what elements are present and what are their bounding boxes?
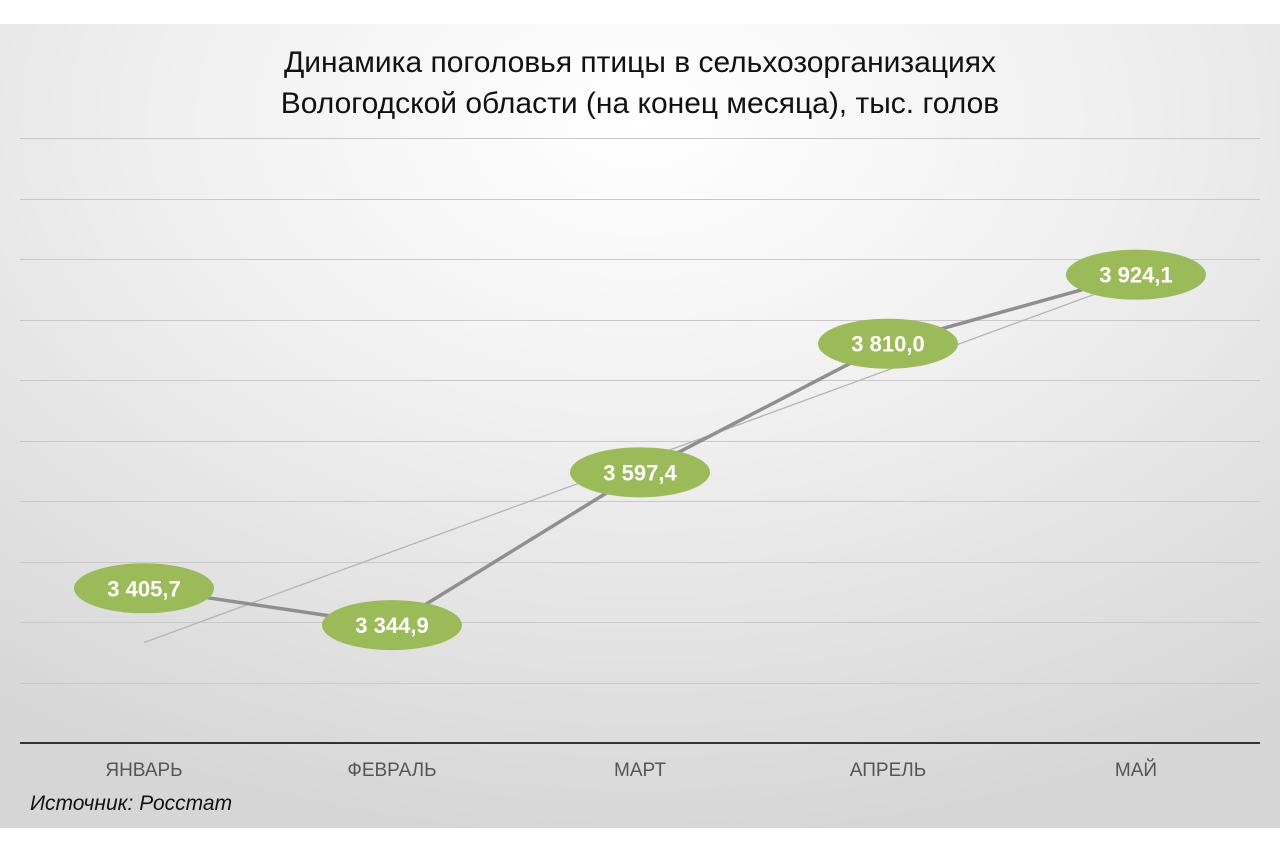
data-label: 3 344,9 (355, 613, 428, 638)
x-tick-label: АПРЕЛЬ (850, 760, 926, 781)
gridlines (20, 138, 1260, 684)
data-label: 3 810,0 (851, 332, 924, 357)
data-point-label-bg (74, 563, 214, 614)
data-point-label-bg (570, 447, 710, 498)
data-point-label-bg (818, 318, 958, 369)
x-tick-label: МАЙ (1115, 759, 1157, 781)
data-point-label-bg (1066, 249, 1206, 300)
data-labels: 3 405,7 3 344,9 3 597,4 3 810,0 3 924,1 (74, 249, 1206, 651)
chart-subtitle: Вологодской области (на конец месяца), т… (280, 87, 1000, 120)
x-axis: ЯНВАРЬ ФЕВРАЛЬ МАРТ АПРЕЛЬ МАЙ (20, 742, 1260, 781)
x-tick-label: ФЕВРАЛЬ (347, 760, 436, 781)
chart-title-line-1: Динамика поголовья птицы в сельхозоргани… (283, 46, 997, 79)
source-note: Источник: Росстат (30, 792, 233, 815)
x-tick-label: МАРТ (614, 760, 666, 781)
chart-title: Динамика поголовья птицы в сельхозоргани… (0, 42, 1280, 124)
chart-panel (0, 24, 1280, 828)
x-tick-label: ЯНВАРЬ (105, 760, 182, 781)
data-point-label-bg (322, 600, 462, 651)
data-label: 3 924,1 (1099, 263, 1172, 288)
data-label: 3 405,7 (107, 576, 180, 601)
data-label: 3 597,4 (603, 460, 677, 485)
